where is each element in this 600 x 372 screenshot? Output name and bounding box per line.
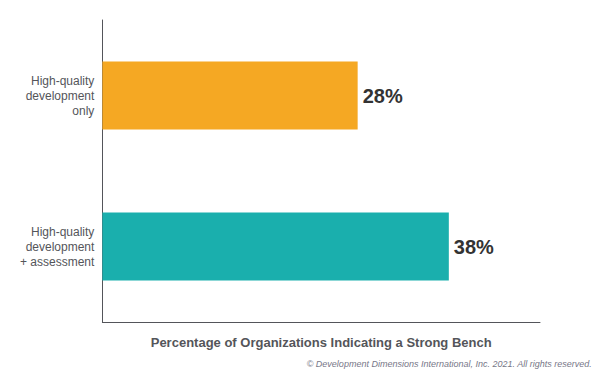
- svg-text:development: development: [26, 89, 95, 103]
- svg-text:High-quality: High-quality: [31, 225, 94, 239]
- svg-text:© Development Dimensions Inter: © Development Dimensions International, …: [307, 359, 592, 369]
- svg-text:High-quality: High-quality: [31, 74, 94, 88]
- svg-text:only: only: [72, 104, 94, 118]
- svg-text:+ assessment: + assessment: [20, 255, 95, 269]
- svg-text:28%: 28%: [363, 85, 403, 107]
- svg-text:38%: 38%: [454, 236, 494, 258]
- svg-text:Percentage of Organizations In: Percentage of Organizations Indicating a…: [151, 335, 492, 350]
- svg-text:development: development: [26, 240, 95, 254]
